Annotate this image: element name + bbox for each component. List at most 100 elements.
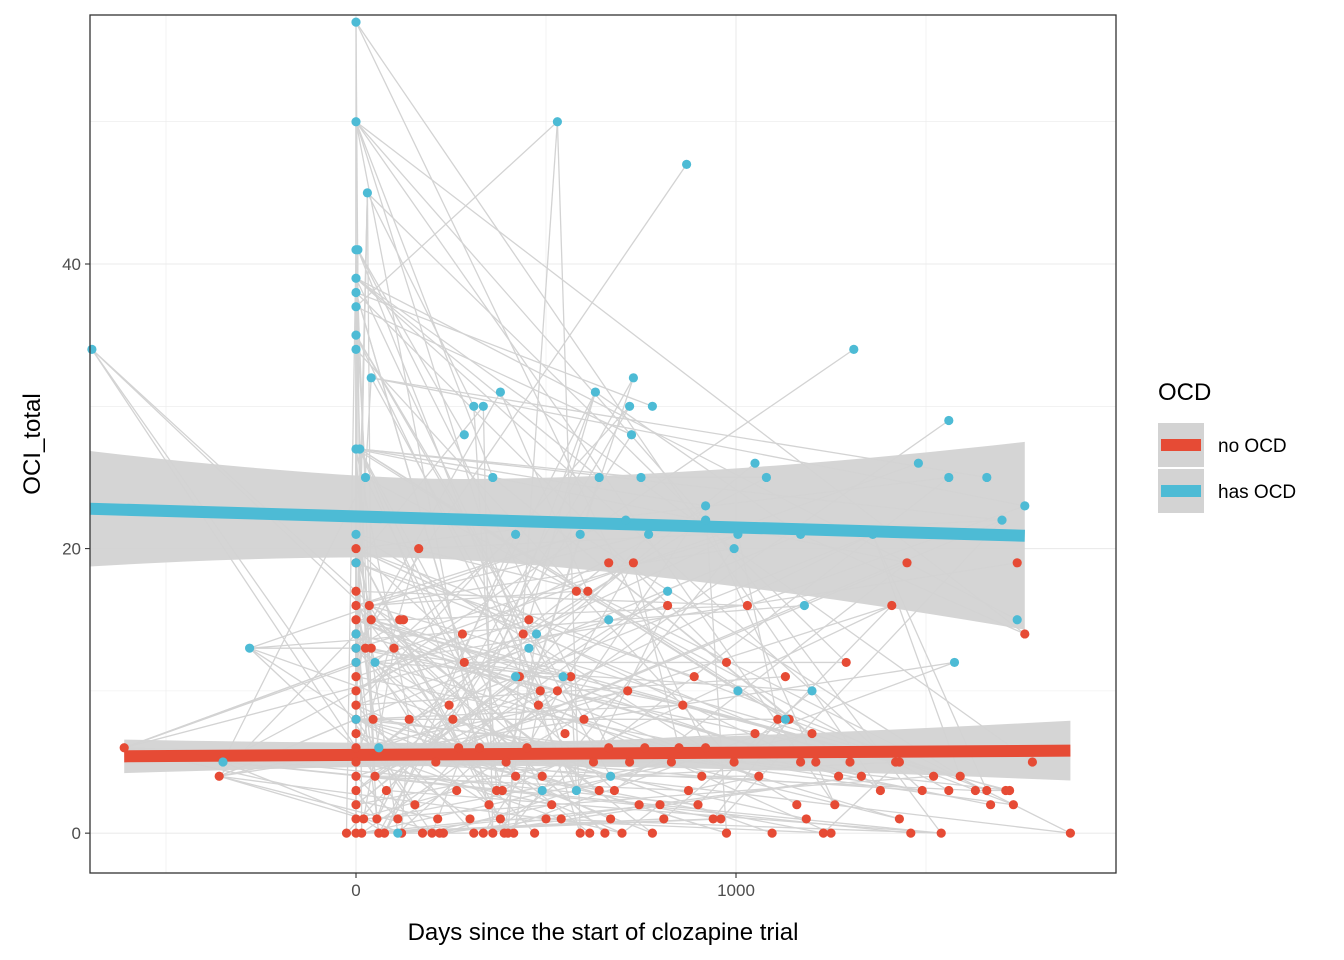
point-no-ocd — [970, 785, 981, 796]
point-has-ocd — [604, 615, 614, 625]
point-has-ocd — [944, 472, 954, 483]
point-has-ocd — [552, 117, 563, 127]
connector-line — [249, 647, 357, 749]
point-no-ocd — [465, 814, 475, 824]
connector-line — [355, 647, 450, 706]
point-has-ocd — [636, 472, 646, 483]
point-has-ocd — [590, 387, 601, 397]
point-no-ocd — [410, 800, 420, 810]
ribbon-has-ocd — [90, 441, 1025, 630]
point-has-ocd — [849, 344, 859, 354]
point-no-ocd — [697, 771, 707, 781]
point-no-ocd — [404, 714, 414, 724]
x-axis-title: Days since the start of clozapine trial — [408, 919, 799, 946]
point-no-ocd — [689, 672, 699, 682]
connector-line — [355, 21, 707, 749]
point-no-ocd — [807, 728, 817, 739]
point-no-ocd — [830, 800, 840, 810]
point-has-ocd — [366, 373, 376, 383]
point-no-ocd — [666, 757, 677, 767]
point-no-ocd — [585, 828, 595, 838]
point-no-ocd — [351, 672, 361, 682]
point-no-ocd — [929, 771, 939, 781]
x-tick-label: 1000 — [717, 881, 755, 900]
point-has-ocd — [459, 430, 469, 440]
point-no-ocd — [214, 771, 224, 781]
point-no-ocd — [818, 828, 829, 838]
point-has-ocd — [351, 287, 361, 298]
point-no-ocd — [359, 814, 369, 824]
connector-line — [355, 775, 689, 792]
connector-line — [355, 291, 653, 407]
connector-line — [355, 21, 881, 791]
point-no-ocd — [606, 814, 616, 824]
point-has-ocd — [510, 529, 521, 539]
point-no-ocd — [448, 714, 458, 724]
point-no-ocd — [364, 600, 374, 611]
point-no-ocd — [841, 657, 851, 668]
connector-line — [355, 292, 727, 663]
point-no-ocd — [609, 785, 620, 796]
point-has-ocd — [351, 344, 361, 354]
point-has-ocd — [733, 529, 743, 539]
point-no-ocd — [438, 828, 448, 838]
point-no-ocd — [917, 785, 927, 796]
point-has-ocd — [531, 629, 542, 639]
point-no-ocd — [454, 743, 464, 753]
y-tick-label: 0 — [72, 824, 81, 843]
point-no-ocd — [518, 629, 528, 639]
point-no-ocd — [537, 771, 547, 781]
point-has-ocd — [355, 444, 365, 454]
point-no-ocd — [459, 657, 469, 668]
connector-line — [374, 775, 423, 834]
legend-key-no-ocd — [1161, 439, 1201, 451]
point-has-ocd — [245, 643, 255, 653]
point-has-ocd — [644, 529, 654, 539]
connector-line — [355, 121, 494, 478]
point-has-ocd — [495, 387, 505, 397]
point-no-ocd — [393, 814, 403, 824]
point-has-ocd — [628, 373, 639, 383]
point-no-ocd — [887, 600, 897, 611]
point-no-ocd — [366, 643, 376, 653]
point-has-ocd — [362, 188, 372, 198]
point-has-ocd — [761, 472, 772, 483]
point-no-ocd — [469, 828, 479, 838]
point-has-ocd — [1020, 501, 1030, 511]
point-no-ocd — [674, 743, 684, 753]
point-no-ocd — [678, 700, 688, 710]
point-no-ocd — [811, 757, 821, 767]
point-no-ocd — [351, 586, 361, 596]
point-no-ocd — [474, 743, 485, 753]
point-no-ocd — [530, 828, 540, 838]
connector-line — [355, 548, 509, 834]
point-no-ocd — [588, 757, 599, 767]
point-no-ocd — [372, 814, 382, 824]
point-no-ocd — [750, 728, 760, 739]
point-no-ocd — [452, 785, 462, 796]
connector-line — [473, 775, 862, 834]
point-has-ocd — [647, 401, 658, 411]
connector-line — [219, 775, 547, 820]
point-has-ocd — [488, 472, 498, 483]
point-has-ocd — [729, 543, 739, 554]
point-has-ocd — [218, 757, 228, 767]
legend-label-has-ocd: has OCD — [1218, 482, 1296, 503]
point-no-ocd — [478, 828, 488, 838]
point-no-ocd — [628, 558, 639, 568]
connector-line — [219, 775, 364, 820]
connector-line — [355, 718, 807, 820]
connector-line — [222, 761, 942, 834]
connector-line — [355, 761, 552, 806]
point-has-ocd — [351, 17, 361, 27]
point-no-ocd — [444, 700, 454, 710]
point-no-ocd — [742, 600, 753, 611]
point-has-ocd — [537, 785, 547, 796]
point-no-ocd — [701, 743, 711, 753]
connector-line — [123, 661, 357, 749]
point-has-ocd — [625, 401, 635, 411]
legend-key-has-ocd — [1161, 485, 1201, 497]
legend-title: OCD — [1158, 379, 1211, 406]
point-no-ocd — [936, 828, 946, 838]
connector-line — [249, 647, 490, 806]
